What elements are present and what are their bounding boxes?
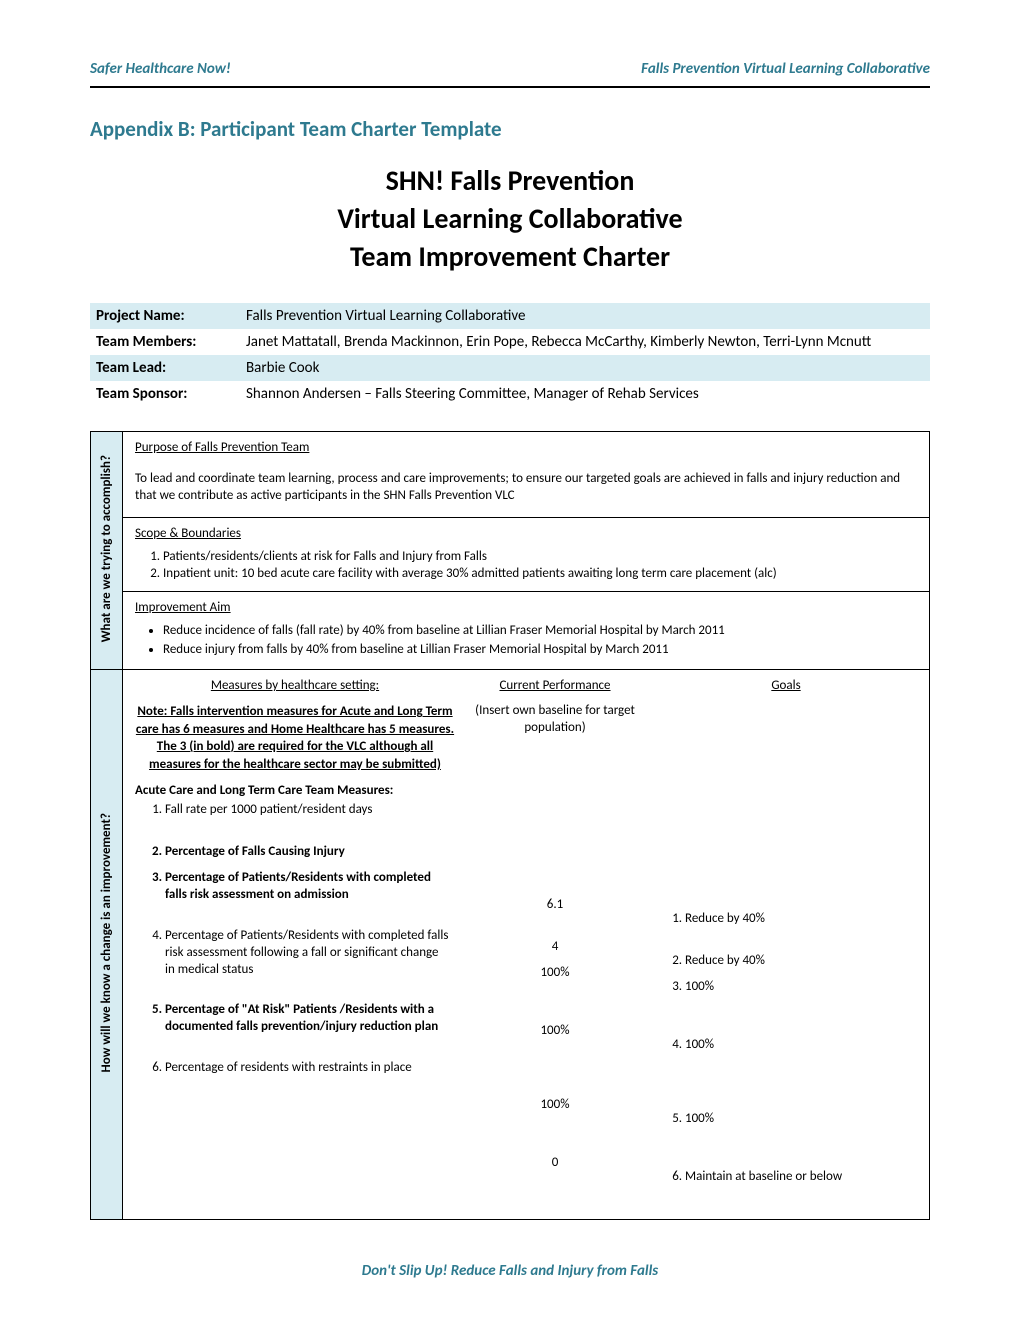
list-item: Inpatient unit: 10 bed acute care facili…	[163, 566, 917, 581]
scope-list: Patients/residents/clients at risk for F…	[135, 549, 917, 581]
purpose-cell: Purpose of Falls Prevention Team To lead…	[123, 432, 930, 518]
table-row: Team Lead: Barbie Cook	[90, 355, 930, 381]
table-row: Scope & Boundaries Patients/residents/cl…	[91, 518, 930, 592]
list-item: 100%	[685, 979, 917, 1031]
list-item: 100%	[685, 1111, 917, 1163]
list-item: Maintain at baseline or below	[685, 1169, 917, 1205]
measures-col-3: Goals Reduce by 40% Reduce by 40% 100% 100%…	[655, 678, 917, 1211]
table-row: What are we trying to accomplish? Purpos…	[91, 432, 930, 518]
footer: Don't Slip Up! Reduce Falls and Injury f…	[0, 1262, 1020, 1280]
scope-heading: Scope & Boundaries	[135, 526, 917, 541]
list-item: Reduce incidence of falls (fall rate) by…	[163, 623, 917, 638]
purpose-heading: Purpose of Falls Prevention Team	[135, 440, 917, 455]
aim-list: Reduce incidence of falls (fall rate) by…	[135, 623, 917, 657]
team-members-label: Team Members:	[90, 329, 240, 355]
charter-table: What are we trying to accomplish? Purpos…	[90, 431, 930, 1220]
list-item: Percentage of Patients/Residents with co…	[165, 870, 455, 922]
scope-cell: Scope & Boundaries Patients/residents/cl…	[123, 518, 930, 592]
list-item: Percentage of Falls Causing Injury	[165, 844, 455, 864]
title-line-2: Virtual Learning Collaborative	[90, 200, 930, 238]
performance-value: 100%	[465, 1023, 645, 1091]
table-row: Team Sponsor: Shannon Andersen – Falls S…	[90, 381, 930, 407]
sidebar-text: How will we know a change is an improvem…	[99, 805, 114, 1080]
team-sponsor-value: Shannon Andersen – Falls Steering Commit…	[240, 381, 930, 407]
team-sponsor-label: Team Sponsor:	[90, 381, 240, 407]
aim-cell: Improvement Aim Reduce incidence of fall…	[123, 592, 930, 670]
performance-value: 100%	[465, 965, 645, 1017]
main-title: SHN! Falls Prevention Virtual Learning C…	[90, 162, 930, 275]
team-measures-label: Acute Care and Long Term Care Team Measu…	[135, 783, 455, 798]
table-row: Project Name: Falls Prevention Virtual L…	[90, 303, 930, 329]
header-rule	[90, 86, 930, 88]
list-item: Reduce injury from falls by 40% from bas…	[163, 642, 917, 657]
measures-cell: Measures by healthcare setting: Note: Fa…	[123, 670, 930, 1220]
header-left: Safer Healthcare Now!	[90, 60, 231, 78]
insert-note: (Insert own baseline for target populati…	[465, 703, 645, 737]
performance-values: 6.1 4 100% 100% 100% 0	[465, 737, 645, 1191]
header-right: Falls Prevention Virtual Learning Collab…	[641, 60, 930, 78]
table-row: How will we know a change is an improvem…	[91, 670, 930, 1220]
col3-header: Goals	[655, 678, 917, 693]
list-item: Percentage of Patients/Residents with co…	[165, 928, 455, 996]
list-item: 100%	[685, 1037, 917, 1105]
page-header: Safer Healthcare Now! Falls Prevention V…	[90, 60, 930, 78]
list-item: Fall rate per 1000 patient/resident days	[165, 802, 455, 838]
project-name-label: Project Name:	[90, 303, 240, 329]
performance-value: 4	[465, 939, 645, 959]
goal-list: Reduce by 40% Reduce by 40% 100% 100% 100% Ma…	[655, 911, 917, 1205]
info-table: Project Name: Falls Prevention Virtual L…	[90, 303, 930, 407]
measures-col-1: Measures by healthcare setting: Note: Fa…	[135, 678, 455, 1211]
list-item: Percentage of "At Risk" Patients /Reside…	[165, 1002, 455, 1054]
purpose-body: To lead and coordinate team learning, pr…	[135, 471, 917, 505]
table-row: Team Members: Janet Mattatall, Brenda Ma…	[90, 329, 930, 355]
col2-header: Current Performance	[465, 678, 645, 693]
title-line-1: SHN! Falls Prevention	[90, 162, 930, 200]
performance-value: 6.1	[465, 897, 645, 933]
measures-note: Note: Falls intervention measures for Ac…	[135, 703, 455, 773]
table-row: Improvement Aim Reduce incidence of fall…	[91, 592, 930, 670]
measures-col-2: Current Performance (Insert own baseline…	[465, 678, 645, 1211]
performance-value: 100%	[465, 1097, 645, 1149]
title-line-3: Team Improvement Charter	[90, 238, 930, 276]
team-lead-value: Barbie Cook	[240, 355, 930, 381]
list-item: Reduce by 40%	[685, 911, 917, 947]
list-item: Reduce by 40%	[685, 953, 917, 973]
col1-header: Measures by healthcare setting:	[135, 678, 455, 693]
list-item: Patients/residents/clients at risk for F…	[163, 549, 917, 564]
sidebar-text: What are we trying to accomplish?	[99, 447, 114, 650]
project-name-value: Falls Prevention Virtual Learning Collab…	[240, 303, 930, 329]
sidebar-improvement: How will we know a change is an improvem…	[91, 670, 123, 1220]
list-item: Percentage of residents with restraints …	[165, 1060, 455, 1096]
performance-value: 0	[465, 1155, 645, 1191]
sidebar-accomplish: What are we trying to accomplish?	[91, 432, 123, 670]
team-members-value: Janet Mattatall, Brenda Mackinnon, Erin …	[240, 329, 930, 355]
measure-list: Fall rate per 1000 patient/resident days…	[135, 802, 455, 1096]
aim-heading: Improvement Aim	[135, 600, 917, 615]
team-lead-label: Team Lead:	[90, 355, 240, 381]
measures-columns: Measures by healthcare setting: Note: Fa…	[135, 678, 917, 1211]
appendix-title: Appendix B: Participant Team Charter Tem…	[90, 116, 930, 142]
